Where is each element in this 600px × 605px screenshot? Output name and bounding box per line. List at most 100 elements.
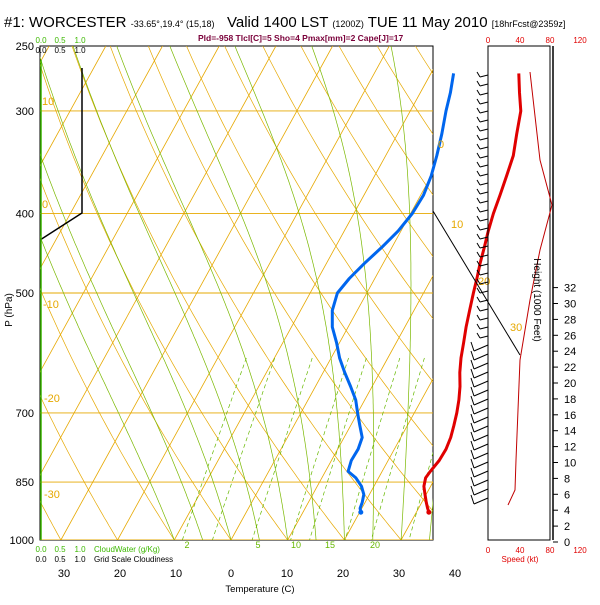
mixing-ratio-line [409,358,460,540]
wind-barb [480,327,488,329]
wind-speed-line [508,72,552,505]
speed-top-tick: 120 [573,36,587,45]
wind-barb [480,192,488,194]
cloud-scale-top-label: 0.0 [35,36,47,45]
wind-barb-flag [471,360,474,369]
pressure-tick-label: 850 [16,477,34,489]
pressure-tick-label: 250 [16,41,34,53]
cloud-scale-top-label: 0.5 [54,36,66,45]
pressure-tick-label: 500 [16,288,34,300]
wind-barb-flag [477,306,480,311]
isotherm-label: -10 [43,299,59,311]
pressure-tick-label: 300 [16,106,34,118]
wind-barb-flag [471,414,474,423]
pressure-tick-label: 400 [16,208,34,220]
wind-barb [480,336,488,338]
wind-barb-flag [471,450,474,459]
isotherm-label: 10 [42,96,54,108]
wind-barb-flag [477,216,480,221]
wind-barb [480,129,488,131]
wind-barb-flag [477,108,480,113]
wind-barb [480,84,488,86]
dry-adiabat-line [492,46,600,540]
wind-barb-flag [477,162,480,167]
pressure-tick-label: 1000 [10,535,34,547]
wind-barb-flag [477,234,480,239]
station-coords: -33.65°,19.4° (15,18) [131,19,215,29]
x-axis-label: Temperature (C) [225,584,294,595]
wind-barb [480,210,488,212]
speed-top-tick: 40 [516,36,525,45]
height-tick-label: 10 [564,458,576,470]
wind-barb [474,399,488,405]
wind-barb [480,174,488,176]
wind-barb-flag [477,252,480,257]
cloud-water-legend: CloudWater (g/Kg) [94,545,160,554]
wind-barb [474,435,488,441]
stability-indices: Pld=-958 Tlcl[C]=5 Sho=4 Pmax[mm]=2 Cape… [198,33,403,43]
wind-barb-flag [471,378,474,387]
wind-barb [480,147,488,149]
speed-bottom-tick: 40 [516,546,525,555]
height-tick-label: 24 [564,346,576,358]
height-tick-label: 4 [564,505,570,517]
cloudiness-scale-top-label: 0.5 [54,46,66,55]
wind-barb-flag [477,243,480,248]
cloudiness-scale-top-label: 1.0 [74,46,86,55]
mixing-ratio-label: 5 [255,540,260,550]
speed-bottom-tick: 0 [486,546,491,555]
chart-header: #1: WORCESTER -33.65°,19.4° (15,18) Vali… [4,14,565,31]
wind-barb-flag [471,477,474,486]
cloudiness-bottom-label: 1.0 [74,555,86,564]
height-tick-label: 6 [564,489,570,501]
height-tick-label: 8 [564,473,570,485]
temperature-tick-label: 20 [337,568,349,580]
wind-barb [474,363,488,369]
temperature-surface-dot [426,510,431,515]
wind-barb [480,309,488,311]
wind-barb [480,183,488,185]
wind-barb-flag [471,396,474,405]
forecast-run: [18hrFcst@2359z] [492,19,566,29]
wind-barb [474,372,488,378]
height-axis-label: Height (1000 Feet) [531,258,542,341]
wind-barb-flag [477,117,480,122]
wind-barb [474,381,488,387]
isotherm-label: 10 [451,219,463,231]
wind-barb [474,426,488,432]
speed-bottom-tick: 80 [546,546,555,555]
wind-barb-flag [477,315,480,320]
cloudiness-legend: Grid Scale Cloudiness [94,555,173,564]
wind-barb [480,93,488,95]
cloud-scale-top-label: 1.0 [74,36,86,45]
wind-barb-flag [471,387,474,396]
height-tick-label: 28 [564,314,576,326]
wind-barb [474,453,488,459]
height-tick-label: 16 [564,410,576,422]
isotherm-label: 0 [42,199,48,211]
wind-barb-flag [471,423,474,432]
wind-barb-flag [477,189,480,194]
height-tick-label: 12 [564,442,576,454]
wind-barb [480,165,488,167]
wind-barb [474,345,488,351]
height-tick-label: 20 [564,378,576,390]
wind-barb-flag [477,198,480,203]
valid-utc: (1200Z) [332,19,364,29]
wind-barb [480,156,488,158]
wind-barb-flag [471,405,474,414]
valid-time: Valid 1400 LST [227,14,328,31]
height-tick-label: 32 [564,283,576,295]
dry-adiabat-line [0,46,4,540]
mixing-ratio-label: 2 [184,540,189,550]
wind-barb-flag [471,369,474,378]
wind-barb [480,120,488,122]
isotherm-label: 0 [438,139,444,151]
isotherm-label: -20 [44,393,60,405]
mixing-ratio-line [291,358,349,540]
wind-barb [474,462,488,468]
wind-barb-flag [477,333,480,338]
temperature-tick-label: 10 [170,568,182,580]
